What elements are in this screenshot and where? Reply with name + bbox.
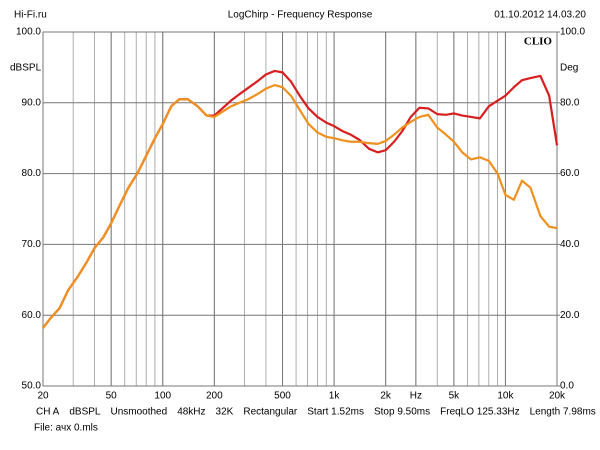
x-tick-label: 1k: [329, 391, 341, 402]
chart-title: LogChirp - Frequency Response: [228, 10, 373, 21]
y-tick-label: 90.0: [22, 97, 42, 108]
x-tick-label: 20: [37, 391, 49, 402]
x-tick-label: 100: [154, 391, 171, 402]
y-tick-label: 70.0: [22, 239, 42, 250]
site-name: Hi-Fi.ru: [14, 10, 47, 21]
info-item: Stop 9.50ms: [374, 407, 430, 418]
y-axis-label: dBSPL: [10, 63, 42, 74]
x-tick-label: 20k: [549, 391, 566, 402]
y2-tick-label: 20.0: [560, 310, 580, 321]
plot-area: [42, 31, 558, 387]
response-line: [42, 84, 558, 329]
x-tick-label: 2k: [380, 391, 392, 402]
x-tick-label: 50: [106, 391, 118, 402]
info-item: Length 7.98ms: [530, 407, 596, 418]
y2-tick-label: 0.0: [560, 381, 574, 392]
info-item: 32K: [216, 407, 234, 418]
x-tick-label: 10k: [497, 391, 514, 402]
file-name: File: ачх 0.mls: [34, 423, 98, 434]
info-item: dBSPL: [69, 407, 101, 418]
brand: CLIO: [524, 36, 553, 48]
y2-axis-label: Deg: [560, 63, 578, 74]
info-item: Start 1.52ms: [307, 407, 364, 418]
y-tick-label: 100.0: [16, 27, 41, 38]
y2-tick-label: 60.0: [560, 168, 580, 179]
info-item: 48kHz: [177, 407, 205, 418]
y2-tick-label: 40.0: [560, 239, 580, 250]
y-tick-label: 50.0: [22, 381, 42, 392]
info-item: CH A: [36, 407, 60, 418]
timestamp: 01.10.2012 14.03.20: [494, 10, 586, 21]
x-tick-label: Hz: [410, 391, 422, 402]
x-tick-label: 5k: [449, 391, 461, 402]
x-tick-label: 200: [206, 391, 223, 402]
y-tick-label: 60.0: [22, 310, 42, 321]
y2-tick-label: 80.0: [560, 97, 580, 108]
info-item: FreqLO 125.33Hz: [440, 407, 520, 418]
x-tick-label: 500: [274, 391, 291, 402]
info-item: Unsmoothed: [110, 407, 167, 418]
info-item: Rectangular: [243, 407, 298, 418]
y2-tick-label: 100.0: [560, 27, 585, 38]
y-tick-label: 80.0: [22, 168, 42, 179]
